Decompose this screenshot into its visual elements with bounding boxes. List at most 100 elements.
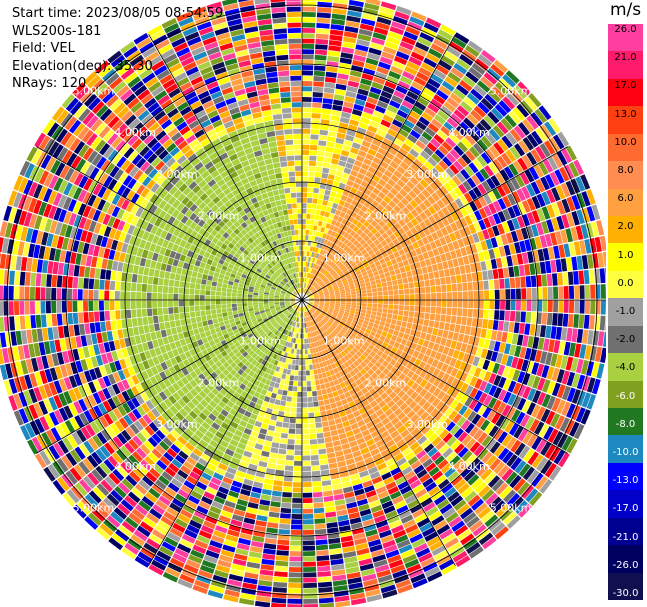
velocity-gate	[546, 366, 555, 380]
velocity-gate	[323, 288, 328, 292]
velocity-gate	[332, 272, 338, 277]
velocity-gate	[462, 236, 470, 247]
velocity-gate	[467, 282, 473, 291]
velocity-gate	[329, 29, 344, 36]
velocity-gate	[374, 275, 381, 280]
velocity-gate	[324, 303, 330, 306]
velocity-gate	[501, 135, 513, 149]
velocity-gate	[316, 560, 330, 567]
velocity-gate	[458, 228, 467, 238]
velocity-gate	[389, 99, 401, 109]
velocity-gate	[329, 34, 343, 42]
velocity-gate	[303, 556, 316, 562]
velocity-gate	[395, 192, 404, 201]
velocity-gate	[555, 259, 562, 273]
velocity-gate	[399, 104, 411, 115]
velocity-gate	[335, 303, 341, 306]
velocity-gate	[271, 495, 282, 502]
velocity-gate	[494, 103, 508, 117]
velocity-gate	[270, 447, 279, 454]
velocity-gate	[489, 289, 495, 300]
velocity-gate	[490, 63, 505, 77]
velocity-gate	[404, 294, 410, 300]
velocity-gate	[308, 301, 314, 303]
velocity-gate	[329, 191, 337, 198]
velocity-gate	[348, 0, 364, 8]
velocity-gate	[563, 341, 571, 356]
velocity-gate	[452, 88, 466, 100]
velocity-gate	[404, 305, 410, 311]
velocity-gate	[374, 71, 388, 80]
velocity-gate	[473, 290, 479, 300]
velocity-gate	[328, 235, 334, 242]
velocity-gate	[385, 318, 392, 324]
velocity-gate	[574, 343, 582, 358]
velocity-gate	[557, 313, 564, 327]
velocity-gate	[302, 487, 313, 493]
velocity-gate	[321, 268, 327, 274]
velocity-gate	[437, 262, 444, 271]
velocity-gate	[302, 497, 313, 504]
velocity-gate	[281, 427, 289, 434]
velocity-gate	[346, 302, 351, 305]
velocity-gate	[453, 109, 466, 121]
velocity-gate	[302, 434, 310, 440]
velocity-gate	[302, 139, 310, 145]
velocity-gate	[313, 369, 318, 375]
velocity-gate	[323, 87, 335, 94]
velocity-gate	[318, 448, 327, 455]
velocity-gate	[325, 281, 331, 286]
velocity-gate	[368, 47, 382, 56]
velocity-gate	[315, 38, 329, 45]
velocity-gate	[342, 144, 351, 152]
velocity-gate	[568, 342, 576, 357]
velocity-gate	[284, 379, 290, 386]
velocity-gate	[371, 200, 380, 208]
velocity-gate	[412, 186, 421, 196]
velocity-gate	[313, 502, 324, 508]
velocity-gate	[302, 91, 313, 97]
velocity-gate	[590, 221, 600, 237]
velocity-gate	[313, 252, 317, 258]
velocity-gate	[551, 367, 560, 382]
velocity-gate	[309, 246, 314, 252]
velocity-gate	[328, 40, 342, 47]
velocity-gate	[349, 119, 360, 127]
velocity-gate	[284, 406, 291, 413]
velocity-gate	[305, 219, 311, 225]
velocity-gate	[328, 289, 334, 293]
velocity-gate	[302, 513, 314, 519]
velocity-gate	[338, 284, 344, 288]
velocity-gate	[340, 194, 348, 202]
velocity-gate	[526, 151, 538, 166]
velocity-gate	[414, 101, 427, 111]
velocity-gate	[476, 139, 489, 152]
velocity-gate	[310, 287, 315, 292]
velocity-gate	[180, 319, 187, 326]
velocity-gate	[487, 190, 497, 202]
velocity-gate	[313, 406, 320, 413]
velocity-gate	[340, 300, 346, 303]
velocity-gate	[328, 125, 338, 132]
velocity-gate	[325, 206, 332, 213]
velocity-gate	[586, 189, 596, 205]
velocity-gate	[433, 321, 440, 329]
velocity-gate	[302, 75, 313, 81]
velocity-gate	[340, 290, 346, 294]
velocity-gate	[457, 333, 465, 343]
velocity-gate	[395, 133, 407, 143]
velocity-gate	[376, 129, 387, 138]
velocity-gate	[307, 262, 310, 268]
velocity-gate	[334, 305, 340, 308]
velocity-gate	[580, 174, 591, 190]
velocity-gate	[375, 152, 385, 161]
velocity-gate	[369, 120, 380, 129]
velocity-gate	[422, 251, 430, 260]
velocity-gate	[352, 264, 359, 270]
velocity-gates	[0, 0, 606, 607]
velocity-gate	[302, 519, 314, 525]
velocity-gate	[304, 251, 307, 256]
velocity-gate	[374, 224, 382, 231]
velocity-gate	[319, 294, 324, 297]
velocity-gate	[263, 478, 274, 485]
